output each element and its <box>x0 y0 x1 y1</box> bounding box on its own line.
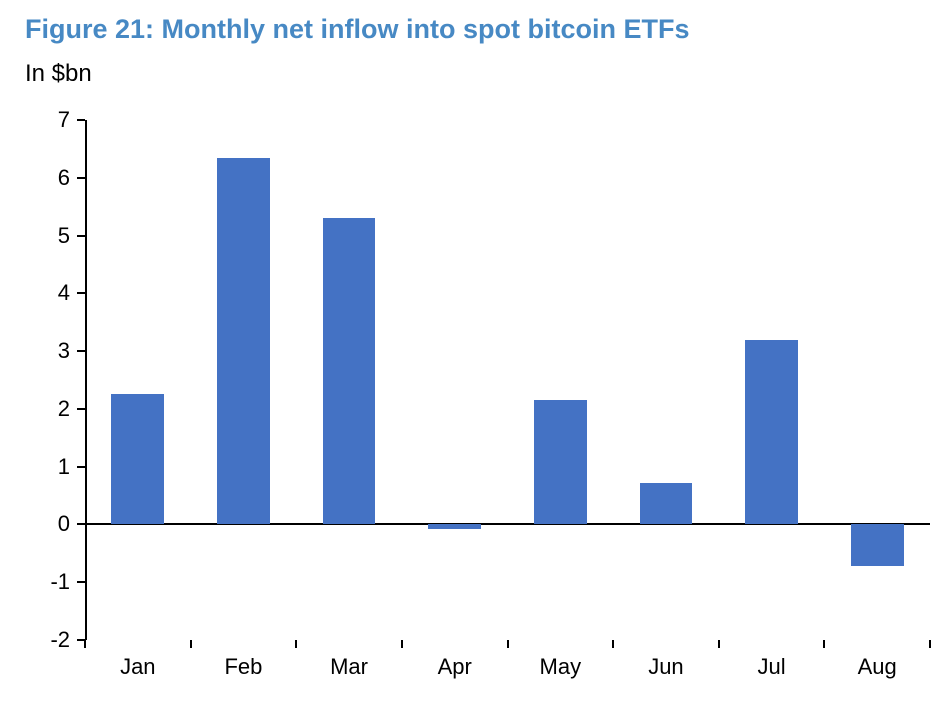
y-tick-label: 2 <box>30 396 70 422</box>
bar <box>111 394 164 524</box>
x-tick-mark <box>84 640 86 648</box>
figure-subtitle: In $bn <box>25 60 92 88</box>
y-tick-label: 5 <box>30 223 70 249</box>
bar <box>851 524 904 566</box>
x-tick-mark <box>823 640 825 648</box>
y-tick-mark <box>77 235 85 237</box>
x-tick-label: Mar <box>309 654 389 680</box>
x-tick-label: Apr <box>415 654 495 680</box>
bar <box>534 400 587 524</box>
y-tick-label: 4 <box>30 280 70 306</box>
x-tick-label: Feb <box>203 654 283 680</box>
x-tick-mark <box>401 640 403 648</box>
y-tick-label: 7 <box>30 107 70 133</box>
x-tick-mark <box>718 640 720 648</box>
y-tick-label: 1 <box>30 454 70 480</box>
x-tick-mark <box>612 640 614 648</box>
x-tick-label: May <box>520 654 600 680</box>
figure-title: Figure 21: Monthly net inflow into spot … <box>25 14 689 45</box>
y-axis-line <box>85 120 87 640</box>
y-tick-mark <box>77 408 85 410</box>
x-tick-label: Jun <box>626 654 706 680</box>
y-tick-label: -1 <box>30 569 70 595</box>
y-tick-label: 3 <box>30 338 70 364</box>
y-tick-label: 6 <box>30 165 70 191</box>
x-tick-mark <box>507 640 509 648</box>
y-tick-mark <box>77 350 85 352</box>
bar <box>217 158 270 525</box>
bar <box>323 218 376 524</box>
x-tick-label: Jul <box>732 654 812 680</box>
y-tick-mark <box>77 466 85 468</box>
x-tick-mark <box>929 640 931 648</box>
x-axis-zero-line <box>85 523 930 525</box>
y-tick-mark <box>77 119 85 121</box>
x-tick-mark <box>295 640 297 648</box>
x-tick-mark <box>190 640 192 648</box>
y-tick-label: 0 <box>30 511 70 537</box>
x-tick-label: Aug <box>837 654 917 680</box>
bar <box>745 340 798 525</box>
y-tick-mark <box>77 177 85 179</box>
bar <box>428 524 481 529</box>
figure-container: { "figure": { "title": "Figure 21: Month… <box>0 0 950 712</box>
bar-chart: -2-101234567JanFebMarAprMayJunJulAug <box>85 120 930 640</box>
x-tick-label: Jan <box>98 654 178 680</box>
bar <box>640 483 693 525</box>
y-tick-mark <box>77 523 85 525</box>
y-tick-mark <box>77 292 85 294</box>
y-tick-label: -2 <box>30 627 70 653</box>
y-tick-mark <box>77 581 85 583</box>
